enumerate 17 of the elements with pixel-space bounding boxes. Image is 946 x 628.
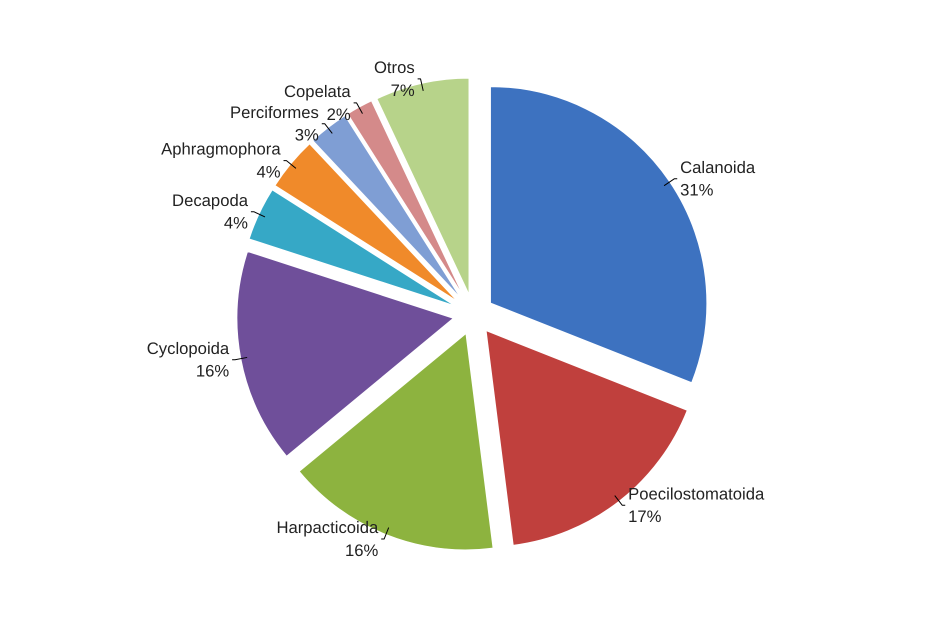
slice-label: Otros (374, 58, 415, 77)
slice-label: Copelata (284, 82, 352, 102)
slice-label: Perciformes (230, 102, 319, 122)
data-label: 4% (256, 162, 281, 182)
slice-label: Aphragmophora (161, 140, 282, 159)
data-label: 2% (326, 104, 351, 124)
data-label: 17% (628, 507, 662, 526)
slice-label: Decapoda (172, 190, 249, 210)
data-label: 16% (196, 362, 230, 381)
slice-label: Harpacticoida (276, 518, 380, 538)
slice-label: Calanoida (680, 158, 756, 177)
slice-label: Cyclopoida (146, 338, 230, 358)
data-label: 3% (294, 126, 320, 145)
data-label: 4% (224, 214, 248, 233)
data-label: 31% (680, 180, 714, 200)
data-label: 16% (344, 540, 378, 560)
slice-label: Poecilostomatoida (628, 484, 765, 504)
